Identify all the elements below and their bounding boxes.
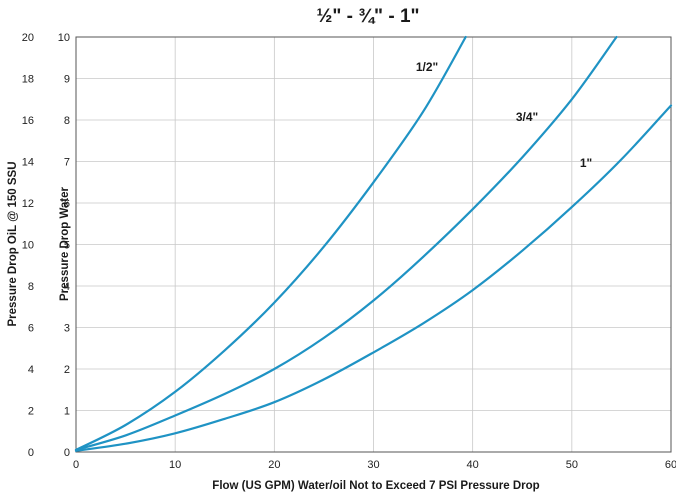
y-water-tick-label: 5 (64, 240, 70, 252)
plot-frame (75, 36, 672, 453)
series-line-three-quarter-inch (74, 35, 618, 451)
y-oil-tick-label: 14 (22, 157, 34, 169)
series-label-half-inch: 1/2" (416, 60, 438, 74)
series-label-one-inch: 1" (580, 156, 592, 170)
series-curves (74, 35, 673, 452)
y-axis-label-oil: Pressure Drop OiL @ 150 SSU (7, 161, 19, 326)
x-tick-label: 40 (467, 459, 479, 471)
series-labels: 1/2" 3/4" 1" (416, 60, 592, 170)
series-label-three-quarter-inch: 3/4" (516, 110, 538, 124)
y-water-tick-label: 2 (64, 364, 70, 376)
y-oil-tick-label: 12 (22, 198, 34, 210)
gridlines (76, 37, 671, 452)
series-line-one-inch (74, 104, 673, 452)
y-water-tick-label: 3 (64, 323, 70, 335)
y-oil-tick-label: 18 (22, 74, 34, 86)
x-tick-label: 10 (169, 459, 181, 471)
y-oil-tick-label: 6 (28, 323, 34, 335)
y-oil-tick-label: 10 (22, 240, 34, 252)
y-water-tick-label: 10 (58, 32, 70, 44)
y-water-tick-label: 0 (64, 447, 70, 459)
y-water-tick-label: 9 (64, 74, 70, 86)
y-oil-tick-label: 8 (28, 281, 34, 293)
y-water-tick-label: 4 (64, 281, 70, 293)
y-oil-tick-label: 0 (28, 447, 34, 459)
tick-labels: 0 10 20 30 40 50 60012345678910024681012141618… (22, 32, 676, 471)
x-tick-label: 0 (73, 459, 79, 471)
y-oil-tick-label: 20 (22, 32, 34, 44)
x-tick-label: 20 (268, 459, 280, 471)
y-water-tick-label: 6 (64, 198, 70, 210)
y-oil-tick-label: 2 (28, 406, 34, 418)
y-water-tick-label: 7 (64, 157, 70, 169)
x-tick-label: 50 (566, 459, 578, 471)
x-tick-label: 60 (665, 459, 676, 471)
y-axis-label-water: Pressure Drop Water (59, 186, 71, 300)
x-axis-label: Flow (US GPM) Water/oil Not to Exceed 7 … (212, 480, 539, 492)
x-tick-label: 30 (367, 459, 379, 471)
y-water-tick-label: 8 (64, 115, 70, 127)
y-oil-tick-label: 4 (28, 364, 34, 376)
y-water-tick-label: 1 (64, 406, 70, 418)
chart-title: ½" - ¾" - 1" (316, 6, 419, 27)
series-line-half-inch (74, 35, 467, 451)
y-oil-tick-label: 16 (22, 115, 34, 127)
